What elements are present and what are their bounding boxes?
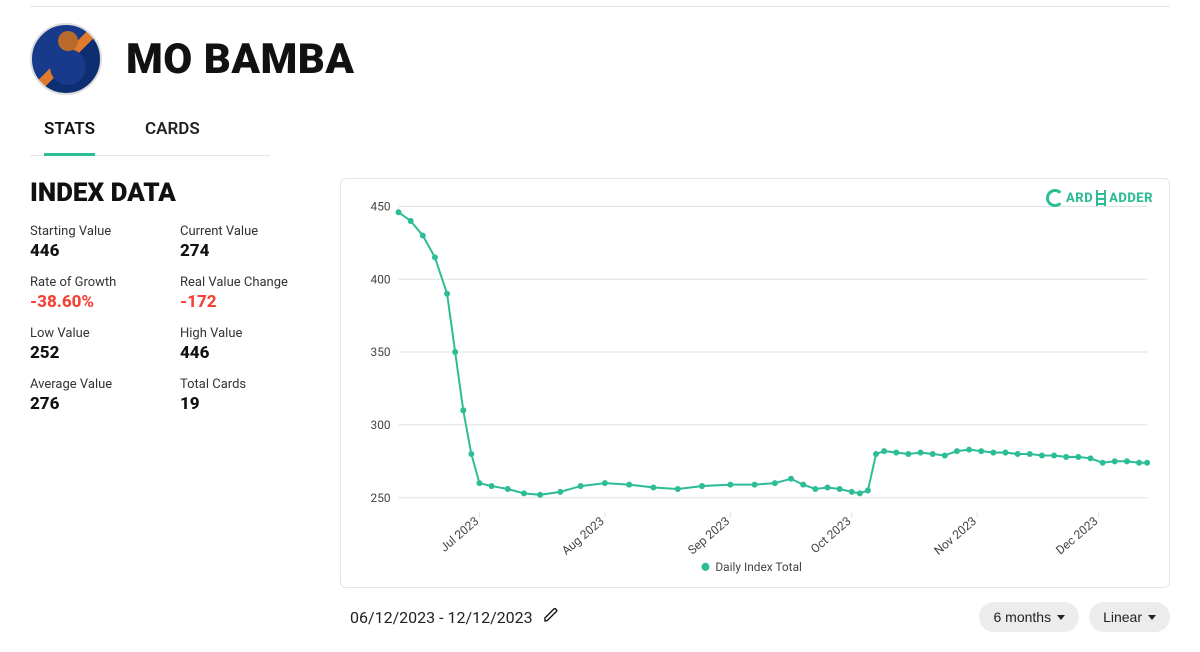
stat-starting-value: Starting Value 446 xyxy=(30,224,170,261)
ladder-icon xyxy=(1096,190,1106,206)
edit-date-icon[interactable] xyxy=(543,607,559,627)
brand-logo: ARD ADDER xyxy=(1046,189,1153,207)
svg-text:Sep 2023: Sep 2023 xyxy=(685,514,732,557)
svg-text:450: 450 xyxy=(371,199,391,213)
svg-text:Nov 2023: Nov 2023 xyxy=(931,514,979,558)
svg-text:350: 350 xyxy=(371,345,391,359)
stat-total-cards: Total Cards 19 xyxy=(180,377,320,414)
tabs: STATS CARDS xyxy=(30,103,270,156)
stat-label: High Value xyxy=(180,326,320,341)
index-data-panel: INDEX DATA Starting Value 446 Current Va… xyxy=(30,178,320,588)
svg-text:400: 400 xyxy=(371,272,391,286)
stat-value: -172 xyxy=(180,292,320,312)
date-range-text: 06/12/2023 - 12/12/2023 xyxy=(350,608,533,627)
range-select[interactable]: 6 months xyxy=(979,602,1079,632)
player-avatar xyxy=(30,23,102,95)
stat-high-value: High Value 446 xyxy=(180,326,320,363)
date-range: 06/12/2023 - 12/12/2023 xyxy=(350,607,559,627)
stat-average-value: Average Value 276 xyxy=(30,377,170,414)
scale-select-label: Linear xyxy=(1103,609,1142,625)
stat-value: 446 xyxy=(180,343,320,363)
stat-label: Starting Value xyxy=(30,224,170,239)
svg-text:300: 300 xyxy=(371,418,391,432)
stat-label: Rate of Growth xyxy=(30,275,170,290)
stat-low-value: Low Value 252 xyxy=(30,326,170,363)
svg-text:Daily Index Total: Daily Index Total xyxy=(715,560,802,574)
svg-text:Aug 2023: Aug 2023 xyxy=(559,514,607,558)
stat-label: Low Value xyxy=(30,326,170,341)
tab-cards[interactable]: CARDS xyxy=(145,111,200,156)
brand-text-right: ADDER xyxy=(1109,191,1153,206)
stat-value: 446 xyxy=(30,241,170,261)
stat-value: 274 xyxy=(180,241,320,261)
svg-text:Oct 2023: Oct 2023 xyxy=(808,514,854,556)
tab-stats[interactable]: STATS xyxy=(44,111,95,156)
stat-value: 276 xyxy=(30,394,170,414)
scale-select[interactable]: Linear xyxy=(1089,602,1170,632)
player-header: MO BAMBA xyxy=(30,7,1170,103)
range-select-label: 6 months xyxy=(993,609,1051,625)
svg-text:Dec 2023: Dec 2023 xyxy=(1053,514,1100,558)
stat-value: -38.60% xyxy=(30,292,170,312)
svg-text:Jul 2023: Jul 2023 xyxy=(437,514,481,555)
stat-label: Real Value Change xyxy=(180,275,320,290)
chevron-down-icon xyxy=(1148,615,1156,620)
brand-text-left: ARD xyxy=(1066,191,1093,206)
chevron-down-icon xyxy=(1057,615,1065,620)
stat-rate-of-growth: Rate of Growth -38.60% xyxy=(30,275,170,312)
brand-c-icon xyxy=(1046,189,1064,207)
stat-value: 19 xyxy=(180,394,320,414)
section-title: INDEX DATA xyxy=(30,178,320,208)
index-chart: ARD ADDER 250 300 350 400 450 Jul 2023 Aug 202… xyxy=(340,178,1170,588)
chart-svg: 250 300 350 400 450 Jul 2023 Aug 2023 Sep 2023 O… xyxy=(349,189,1161,583)
stat-current-value: Current Value 274 xyxy=(180,224,320,261)
stat-value: 252 xyxy=(30,343,170,363)
stat-label: Average Value xyxy=(30,377,170,392)
svg-text:250: 250 xyxy=(371,491,391,505)
stat-label: Current Value xyxy=(180,224,320,239)
stat-real-value-change: Real Value Change -172 xyxy=(180,275,320,312)
player-name: MO BAMBA xyxy=(126,35,355,84)
stat-label: Total Cards xyxy=(180,377,320,392)
